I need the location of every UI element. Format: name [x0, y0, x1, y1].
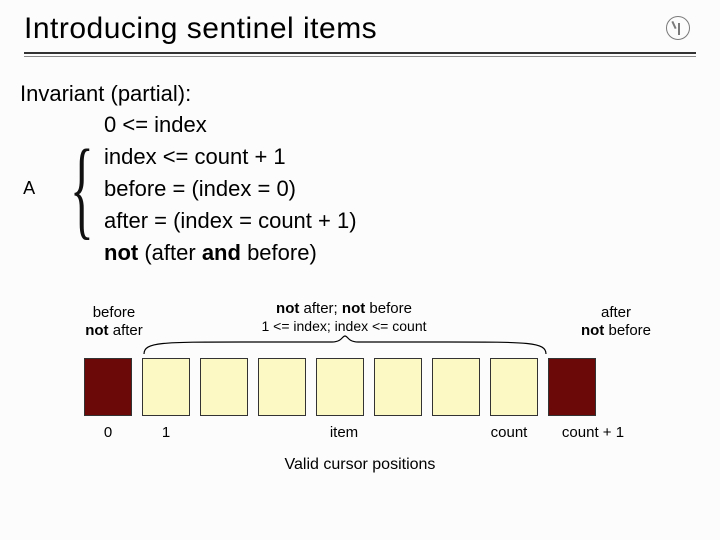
invariant-line: before = (index = 0)	[104, 173, 357, 205]
cell-sentinel-right	[548, 358, 596, 416]
overbrace-icon	[142, 334, 548, 356]
bracket-label: A	[23, 178, 35, 199]
xlabel-count: count	[474, 424, 544, 441]
xlabel-item: item	[304, 424, 384, 441]
curly-brace-icon: {	[70, 139, 94, 238]
label-middle: not after; not before 1 <= index; index …	[224, 300, 464, 336]
slide-title: Introducing sentinel items	[24, 12, 377, 46]
invariant-line: 0 <= index	[104, 109, 357, 141]
xlabel-0: 0	[84, 424, 132, 441]
bracket-column: A {	[24, 139, 104, 238]
diagram-caption: Valid cursor positions	[24, 456, 696, 474]
cell-item	[374, 358, 422, 416]
cell-item	[432, 358, 480, 416]
slide: Introducing sentinel items Invariant (pa…	[0, 0, 720, 540]
cell-sentinel-left	[84, 358, 132, 416]
title-row: Introducing sentinel items	[24, 12, 696, 46]
body: Invariant (partial): A { 0 <= index inde…	[24, 81, 696, 474]
invariant-lines: 0 <= index index <= count + 1 before = (…	[104, 109, 357, 268]
cell-item	[200, 358, 248, 416]
diagram: before not after not after; not before 1…	[24, 286, 696, 456]
title-divider-thin	[24, 56, 696, 57]
invariant-line-notandbefore: not (after and before)	[104, 237, 357, 269]
cell-item	[142, 358, 190, 416]
invariant-block: A { 0 <= index index <= count + 1 before…	[24, 109, 696, 268]
label-after: after not before	[566, 304, 666, 340]
cell-item	[316, 358, 364, 416]
title-divider-thick	[24, 52, 696, 54]
xlabel-count1: count + 1	[548, 424, 638, 441]
invariant-heading: Invariant (partial):	[20, 81, 696, 107]
clock-icon	[666, 16, 690, 40]
cell-item	[258, 358, 306, 416]
cell-item	[490, 358, 538, 416]
invariant-line: after = (index = count + 1)	[104, 205, 357, 237]
invariant-line: index <= count + 1	[104, 141, 357, 173]
xlabel-1: 1	[142, 424, 190, 441]
boxes-row	[84, 358, 596, 416]
